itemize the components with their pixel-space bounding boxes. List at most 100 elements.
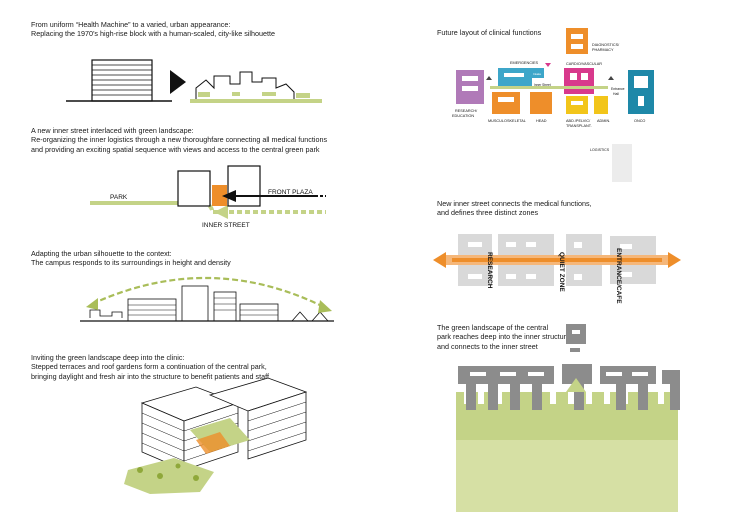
- block-courtyard: [638, 96, 644, 106]
- caption-line: and connects to the inner street: [437, 341, 538, 351]
- label-entrance: Hall: [613, 92, 619, 96]
- label-entrance: Entrance: [611, 87, 625, 91]
- caption-inner-street: A new inner street interlaced with green…: [31, 126, 327, 154]
- caption-line: Inviting the green landscape deep into t…: [31, 353, 185, 362]
- green-park: [124, 458, 214, 494]
- context-house: [291, 311, 309, 322]
- block-diagnostics: [566, 28, 588, 54]
- plaza-arrow: [222, 190, 236, 202]
- caption-line: Adapting the urban silhouette to the con…: [31, 249, 172, 258]
- caption-context: Adapting the urban silhouette to the con…: [31, 249, 231, 268]
- label-abd: TRANSPLANT.: [566, 124, 592, 128]
- zone-label-quiet: QUIET ZONE: [558, 252, 565, 292]
- label-intake: Intake: [533, 72, 542, 76]
- caption-line: The green landscape of the central: [437, 323, 549, 332]
- green-roof-patches: [198, 92, 310, 98]
- block-courtyard: [498, 97, 514, 102]
- wing-far-right: [662, 370, 680, 410]
- block-intake: [532, 68, 544, 78]
- caption-future-layout: Future layout of clinical functions: [437, 28, 541, 37]
- axis-arrow-left: [433, 252, 446, 268]
- zone-label-research: RESEARCH: [486, 252, 493, 289]
- building-left: [177, 170, 211, 207]
- context-diagram: [80, 276, 334, 322]
- block-courtyard: [570, 73, 577, 80]
- axis-arrow-right: [668, 252, 681, 268]
- block-cardio: [564, 68, 594, 94]
- park-green-field: [456, 440, 678, 512]
- block-musculo: [492, 92, 520, 114]
- label-inner-street: Inner Street: [534, 83, 551, 87]
- caption-zones: New inner street connects the medical fu…: [437, 199, 592, 218]
- caption-line: New inner street connects the medical fu…: [437, 199, 592, 208]
- context-house: [311, 311, 329, 322]
- caption-line: park reaches deep into the inner structu…: [437, 332, 571, 342]
- label-cardio: CARDIO/VASCULAR: [566, 62, 602, 66]
- transition-arrow: [170, 70, 186, 94]
- landscape-axonometric: [124, 377, 308, 494]
- block-courtyard: [462, 86, 478, 91]
- emergency-marker: [545, 63, 551, 67]
- label-admin: ADMIN.: [597, 119, 610, 123]
- inner-street-band: [490, 86, 608, 89]
- inner-street-diagram: PARK FRONT PLAZA INNER STREET: [90, 165, 326, 229]
- label-abd: ABD./PELVIC/: [566, 119, 591, 123]
- block-courtyard: [571, 101, 583, 105]
- context-low-buildings: [89, 309, 123, 318]
- direction-marker: [608, 76, 614, 80]
- highrise-floor-lines: [92, 64, 152, 96]
- caption-line: From uniform “Health Machine” to a varie…: [31, 20, 231, 29]
- caption-line: Stepped terraces and roof gardens form a…: [31, 362, 267, 372]
- wing-right: [600, 366, 656, 410]
- block-logistics: [612, 144, 632, 182]
- height-arc: [91, 276, 327, 309]
- label-research: EDUCATION: [452, 114, 474, 118]
- label-logistics: LOGISTICS: [590, 148, 610, 152]
- block-head: [530, 92, 552, 114]
- park-arrow-head: [214, 205, 228, 219]
- zone-label-entrance: ENTRANCE/CAFE: [615, 248, 622, 304]
- building-face: [247, 391, 307, 460]
- caption-landscape: Inviting the green landscape deep into t…: [31, 353, 269, 381]
- block-courtyard: [462, 76, 478, 81]
- facade-lines: [247, 401, 307, 452]
- green-park-diagram: [456, 324, 680, 512]
- wing-courtyards: [470, 372, 648, 376]
- block-courtyard: [572, 330, 580, 334]
- caption-line: A new inner street interlaced with green…: [31, 126, 194, 135]
- caption-line: and defines three distinct zones: [437, 208, 539, 218]
- label-musculo: MUSCULOSKELETAL: [488, 119, 526, 123]
- inner-street-terrace: [196, 432, 230, 454]
- block-courtyard: [571, 34, 583, 39]
- caption-green-park: The green landscape of the central park …: [437, 323, 570, 351]
- caption-silhouette: From uniform “Health Machine” to a varie…: [31, 20, 275, 39]
- block-courtyard: [504, 73, 524, 77]
- label-emergencies: EMERGENCIES: [510, 61, 539, 65]
- block-admin: [594, 96, 608, 114]
- city-silhouette: [195, 71, 295, 101]
- inner-street-highlight: [212, 185, 227, 206]
- zone-courtyards: [468, 242, 632, 280]
- caption-line: bringing daylight and fresh air into the…: [31, 371, 270, 381]
- park-arrow: [566, 378, 586, 392]
- context-tower: [181, 285, 209, 322]
- block-link: [570, 348, 580, 352]
- park-label: PARK: [110, 194, 128, 201]
- clinical-layout: DIAGNOSTICS/ PHARMACY EMERGENCIES Intake…: [452, 28, 654, 182]
- context-block: [239, 303, 279, 322]
- park-trees: [137, 463, 199, 481]
- block-courtyard: [634, 76, 648, 88]
- caption-line: The campus responds to its surroundings …: [31, 258, 231, 268]
- block-courtyard: [571, 44, 583, 49]
- inner-street-axis: [452, 258, 662, 262]
- park-path: [90, 201, 326, 214]
- block-courtyard: [581, 73, 588, 80]
- caption-line: and providing an exciting spatial sequen…: [31, 144, 320, 154]
- context-floor-lines: [128, 297, 278, 316]
- label-research: RESEARCH/: [455, 109, 478, 113]
- caption-line: Future layout of clinical functions: [437, 28, 542, 37]
- highrise-block: [91, 59, 153, 102]
- green-ground: [190, 99, 322, 103]
- arc-arrow-right: [318, 300, 332, 313]
